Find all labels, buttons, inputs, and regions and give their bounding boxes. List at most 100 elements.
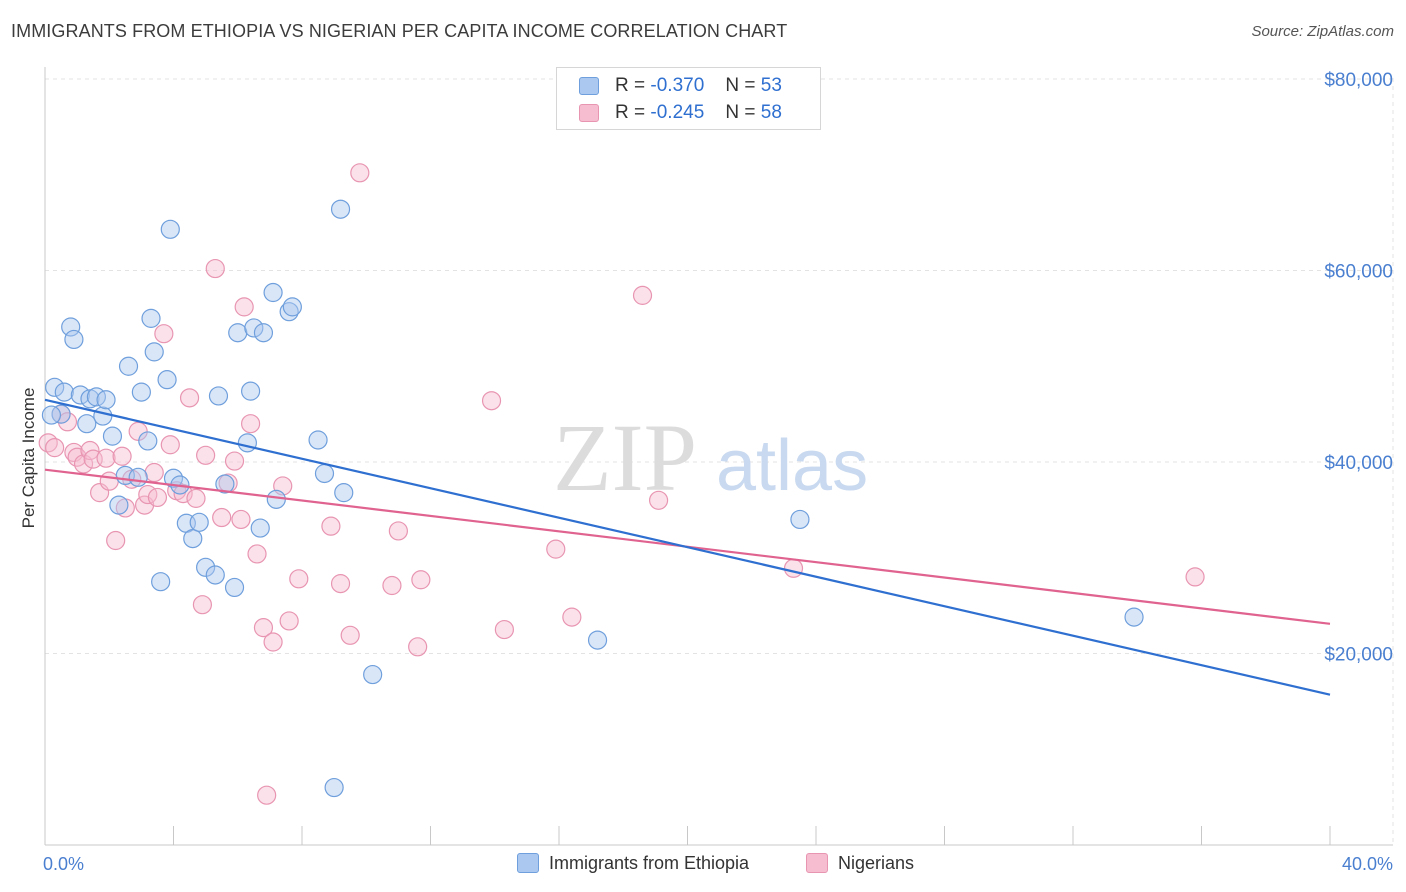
ethiopia-point bbox=[244, 318, 264, 338]
ethiopia-point bbox=[51, 404, 71, 424]
ethiopia-point bbox=[266, 489, 286, 509]
nigerian-point bbox=[224, 451, 245, 471]
nigerian-point bbox=[247, 544, 267, 564]
trend-lines bbox=[44, 398, 1331, 696]
nigerian-point bbox=[205, 258, 225, 279]
r-label: R = bbox=[615, 75, 646, 96]
nigerian-point bbox=[340, 625, 360, 645]
ethiopia-point bbox=[109, 495, 129, 515]
watermark-zip: ZIP bbox=[553, 404, 697, 511]
nigerian-point bbox=[648, 490, 669, 510]
n-label: N = bbox=[725, 75, 756, 96]
legend-text: R = -0.245 N = 58 bbox=[615, 102, 782, 124]
ethiopia-point bbox=[253, 323, 274, 343]
nigerian-point bbox=[154, 324, 174, 344]
ethiopia-point bbox=[1124, 607, 1144, 627]
ethiopia-point bbox=[205, 565, 225, 585]
bottom-legend-label: Immigrants from Ethiopia bbox=[549, 853, 750, 873]
ethiopia-point bbox=[141, 308, 161, 328]
nigerians-points bbox=[38, 163, 1205, 805]
ethiopia-point bbox=[77, 414, 97, 434]
r-value: -0.245 bbox=[650, 102, 705, 123]
source-label: Source: ZipAtlas.com bbox=[1251, 23, 1394, 40]
ethiopia-swatch bbox=[517, 853, 539, 873]
nigerian-point bbox=[106, 530, 126, 551]
x-tick-label: 40.0% bbox=[1342, 854, 1393, 874]
nigerian-point bbox=[289, 569, 309, 589]
ethiopia-point bbox=[790, 509, 810, 530]
chart-title: IMMIGRANTS FROM ETHIOPIA VS NIGERIAN PER… bbox=[11, 21, 788, 41]
nigeria-swatch bbox=[579, 104, 599, 122]
nigerian-point bbox=[330, 574, 351, 594]
y-axis-label: Per Capita Income bbox=[19, 388, 38, 529]
ethiopia-swatch bbox=[579, 77, 599, 95]
ethiopia-point bbox=[160, 219, 180, 239]
ethiopia-point bbox=[157, 370, 177, 390]
ethiopia-point bbox=[308, 430, 328, 450]
nigerian-point bbox=[350, 163, 370, 183]
nigerian-point bbox=[382, 575, 402, 596]
bottom-legend-label: Nigerians bbox=[838, 853, 915, 873]
ethiopia-point bbox=[282, 297, 302, 317]
nigerian-point bbox=[481, 391, 502, 411]
x-tick-label: 0.0% bbox=[43, 854, 84, 874]
ethiopia-point bbox=[324, 777, 344, 798]
ethiopia-point bbox=[196, 557, 216, 577]
n-value: 58 bbox=[760, 102, 782, 123]
watermark: ZIP atlas bbox=[553, 404, 868, 511]
ethiopia-point bbox=[314, 463, 335, 484]
nigerian-point bbox=[253, 618, 274, 638]
ethiopia-point bbox=[96, 390, 116, 410]
nigerian-point bbox=[186, 488, 206, 508]
x-tick-labels: 0.0% 40.0% bbox=[43, 854, 1393, 874]
nigerian-point bbox=[494, 619, 514, 640]
ethiopia-point bbox=[587, 630, 608, 650]
nigerian-point bbox=[388, 521, 408, 541]
ethiopia-point bbox=[263, 282, 283, 303]
nigerian-point bbox=[57, 412, 78, 432]
y-tick-label: $60,000 bbox=[1324, 262, 1393, 283]
nigerian-point bbox=[99, 471, 119, 491]
ethiopia-point bbox=[118, 356, 139, 376]
r-label: R = bbox=[615, 102, 646, 123]
ethiopia-trend-line bbox=[44, 398, 1331, 696]
ethiopia-point bbox=[144, 342, 164, 362]
ethiopia-point bbox=[45, 377, 65, 397]
nigerian-point bbox=[241, 414, 261, 434]
nigerian-point bbox=[112, 446, 132, 466]
ethiopia-point bbox=[183, 528, 203, 549]
ethiopia-point bbox=[215, 474, 235, 494]
nigeria-swatch bbox=[806, 853, 828, 873]
nigerian-point bbox=[231, 509, 251, 530]
nigerian-point bbox=[279, 611, 299, 631]
ethiopia-point bbox=[41, 405, 62, 425]
legend-text: R = -0.370 N = 53 bbox=[615, 75, 782, 97]
nigerian-point bbox=[263, 632, 283, 652]
ethiopia-point bbox=[151, 572, 171, 592]
y-tick-labels: $20,000 $40,000 $60,000 $80,000 bbox=[1324, 70, 1393, 666]
nigerian-point bbox=[196, 445, 216, 465]
nigerian-point bbox=[147, 487, 168, 508]
nigerian-point bbox=[1185, 567, 1205, 587]
nigerian-point bbox=[632, 285, 653, 305]
nigerian-point bbox=[234, 297, 254, 317]
ethiopia-point bbox=[189, 512, 209, 532]
nigerian-point bbox=[179, 388, 200, 408]
nigerian-point bbox=[408, 637, 428, 657]
nigerian-point bbox=[562, 607, 582, 627]
ethiopia-point bbox=[131, 382, 151, 402]
ethiopia-point bbox=[128, 467, 148, 487]
correlation-legend: R = -0.370 N = 53 R = -0.245 N = 58 bbox=[556, 67, 821, 130]
nigerian-point bbox=[192, 595, 213, 615]
nigerian-point bbox=[144, 462, 164, 483]
nigerian-point bbox=[257, 785, 277, 805]
axes bbox=[44, 67, 1393, 846]
nigerian-point bbox=[321, 516, 341, 536]
y-tick-label: $40,000 bbox=[1324, 453, 1393, 474]
ethiopia-points bbox=[41, 199, 1144, 798]
ethiopia-point bbox=[102, 426, 123, 446]
y-tick-label: $20,000 bbox=[1324, 645, 1393, 666]
ethiopia-point bbox=[61, 317, 81, 337]
ethiopia-point bbox=[330, 199, 351, 219]
